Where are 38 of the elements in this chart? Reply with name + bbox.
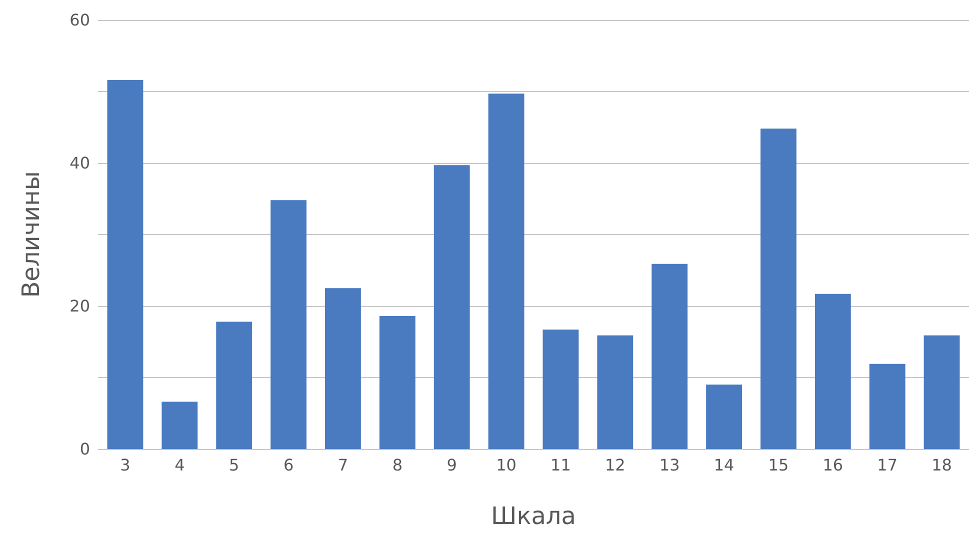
x-tick-label: 18 — [932, 456, 952, 474]
bar — [924, 335, 960, 449]
x-tick-label: 17 — [877, 456, 898, 474]
x-tick-label: 16 — [822, 456, 844, 474]
y-tick-label: 0 — [80, 440, 90, 458]
x-axis-title: Шкала — [491, 502, 576, 530]
bar — [706, 384, 742, 449]
y-tick-label: 60 — [70, 10, 90, 30]
bar — [162, 402, 198, 449]
bar — [652, 264, 688, 449]
x-tick-label: 5 — [229, 456, 240, 474]
x-tick-label: 7 — [338, 456, 348, 474]
bar — [814, 294, 851, 449]
x-tick-label: 6 — [283, 456, 294, 474]
bar — [379, 316, 416, 449]
y-axis-title: Величины — [17, 171, 45, 298]
bar — [760, 128, 796, 449]
x-tick-label: 10 — [496, 456, 516, 474]
y-tick-label: 20 — [70, 296, 90, 316]
x-tick-label: 12 — [604, 456, 626, 474]
bar — [107, 80, 144, 449]
bar — [270, 200, 306, 449]
bar — [325, 288, 361, 449]
x-tick-label: 15 — [768, 456, 789, 474]
bar — [542, 330, 579, 449]
x-tick-label: 3 — [120, 456, 130, 474]
bar — [597, 335, 634, 449]
y-tick-label: 40 — [70, 154, 90, 172]
x-tick-label: 8 — [392, 456, 402, 474]
bar — [488, 94, 524, 449]
bar — [216, 322, 252, 449]
x-tick-label: 14 — [714, 456, 734, 474]
x-tick-label: 9 — [446, 456, 457, 474]
x-tick-label: 11 — [550, 456, 571, 474]
x-tick-label: 13 — [659, 456, 680, 474]
bar — [434, 165, 470, 449]
bar — [869, 364, 906, 449]
x-tick-label: 4 — [174, 456, 185, 474]
